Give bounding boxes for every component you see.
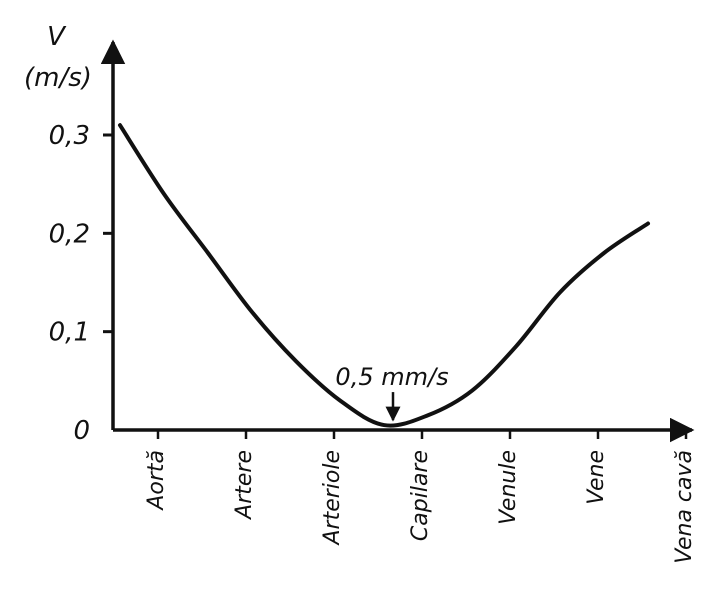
y-axis-symbol: V <box>47 22 67 52</box>
category-label: Capilare <box>408 450 433 541</box>
annotation-layer: 0,5 mm/s <box>335 363 449 422</box>
category-label: Aortă <box>144 450 169 512</box>
y-tick-label: 0,2 <box>49 219 90 249</box>
series-layer <box>118 123 650 428</box>
category-label: Vena cavă <box>672 450 697 564</box>
category-label: Arteriole <box>320 450 345 547</box>
category-labels: Aortă Artere Arteriole Capilare Venule Vene Ve… <box>144 450 697 564</box>
x-ticks <box>156 430 688 439</box>
y-tick-label: 0,3 <box>49 121 90 151</box>
min-velocity-annotation: 0,5 mm/s <box>335 363 448 391</box>
velocity-curve <box>118 123 650 428</box>
category-label: Venule <box>496 450 521 525</box>
y-ticks <box>103 133 113 334</box>
y-tick-labels: 0 0,1 0,2 0,3 <box>49 121 90 446</box>
y-axis-unit: (m/s) <box>24 63 92 93</box>
category-label: Artere <box>232 450 257 521</box>
y-tick-label: 0 <box>73 416 90 446</box>
category-label: Vene <box>584 450 609 505</box>
y-tick-label: 0,1 <box>49 318 90 348</box>
